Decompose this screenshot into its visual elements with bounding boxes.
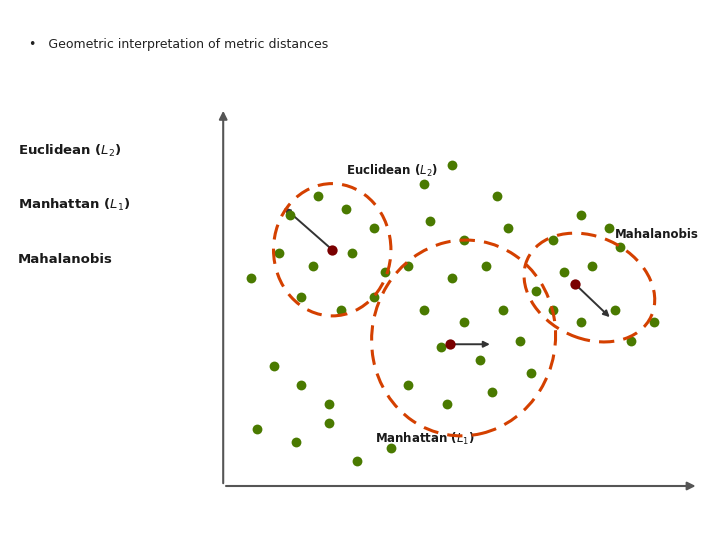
Point	[648, 318, 660, 327]
Text: •   Geometric interpretation of metric distances: • Geometric interpretation of metric dis…	[29, 38, 328, 51]
Point	[559, 267, 570, 276]
Point	[369, 293, 380, 301]
Point	[497, 305, 508, 314]
Point	[514, 337, 526, 346]
Point	[268, 362, 279, 370]
Point	[474, 356, 486, 364]
Point	[335, 305, 346, 314]
Point	[346, 248, 358, 257]
Text: Manhattan ($\mathit{L}_1$): Manhattan ($\mathit{L}_1$)	[18, 197, 130, 213]
Text: Euclidean ($\mathit{L}_2$): Euclidean ($\mathit{L}_2$)	[18, 143, 122, 159]
Point	[290, 437, 302, 446]
Point	[307, 261, 318, 270]
Point	[458, 236, 469, 245]
Point	[419, 305, 431, 314]
Point	[547, 305, 559, 314]
Point	[419, 179, 431, 188]
Point	[402, 381, 413, 389]
Point	[326, 246, 338, 254]
Point	[626, 337, 637, 346]
Point	[324, 418, 336, 427]
Text: Mahalanobis: Mahalanobis	[615, 227, 698, 240]
Text: Mahalanobis: Mahalanobis	[18, 253, 113, 266]
Point	[251, 425, 263, 434]
Point	[351, 456, 363, 465]
Point	[246, 274, 257, 282]
Point	[385, 444, 397, 453]
Point	[614, 242, 626, 251]
Point	[369, 224, 380, 232]
Point	[525, 368, 536, 377]
Text: Manhattan ($\mathit{L}_1$): Manhattan ($\mathit{L}_1$)	[374, 431, 474, 447]
Point	[503, 224, 514, 232]
Point	[603, 224, 615, 232]
Point	[531, 286, 542, 295]
Point	[379, 267, 391, 276]
Point	[402, 261, 413, 270]
Point	[446, 274, 458, 282]
Point	[480, 261, 492, 270]
Point	[296, 381, 307, 389]
Point	[341, 205, 352, 213]
Point	[486, 387, 498, 396]
Point	[274, 248, 285, 257]
Point	[284, 211, 296, 219]
Point	[547, 236, 559, 245]
Point	[586, 261, 598, 270]
Point	[444, 340, 455, 349]
Point	[436, 343, 447, 352]
Point	[609, 305, 621, 314]
Point	[491, 192, 503, 200]
Point	[296, 293, 307, 301]
Point	[312, 192, 324, 200]
Text: Euclidean ($\mathit{L}_2$): Euclidean ($\mathit{L}_2$)	[346, 163, 438, 179]
Point	[446, 160, 458, 169]
Point	[575, 318, 587, 327]
Point	[324, 400, 336, 408]
Point	[458, 318, 469, 327]
Point	[570, 280, 581, 289]
Point	[424, 217, 436, 226]
Point	[441, 400, 453, 408]
Point	[575, 211, 587, 219]
